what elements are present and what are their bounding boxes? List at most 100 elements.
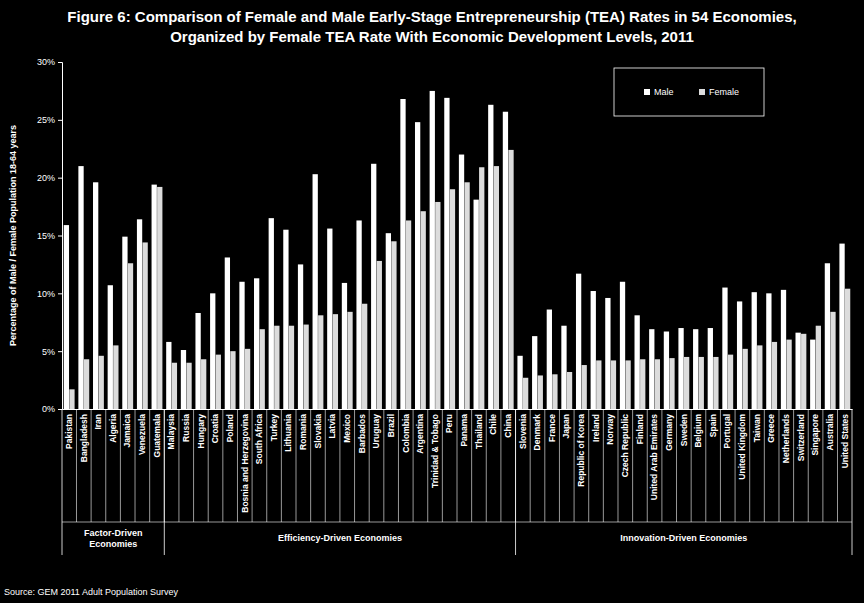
bar bbox=[503, 112, 508, 409]
x-tick-label: Panama bbox=[459, 414, 469, 447]
x-tick: Chile bbox=[488, 409, 498, 435]
x-tick: Germany bbox=[664, 409, 674, 451]
bar bbox=[230, 351, 235, 409]
bar bbox=[810, 340, 815, 409]
x-tick-label: Pakistan bbox=[64, 414, 74, 449]
bar bbox=[669, 358, 674, 409]
bars bbox=[64, 91, 851, 409]
category-separator bbox=[617, 409, 618, 522]
bar bbox=[664, 332, 669, 409]
category-separator bbox=[705, 409, 706, 522]
category-separator bbox=[588, 409, 589, 522]
bar bbox=[708, 328, 713, 409]
x-tick-label: Lithuania bbox=[283, 414, 293, 452]
bar bbox=[435, 202, 440, 409]
bar bbox=[313, 174, 318, 409]
y-tick: 0% bbox=[42, 404, 62, 414]
bar bbox=[450, 189, 455, 409]
x-tick: Portugal bbox=[722, 409, 732, 448]
x-tick: Brazil bbox=[386, 409, 396, 437]
bar bbox=[181, 350, 186, 409]
category-separator bbox=[661, 409, 662, 522]
category-separator bbox=[720, 409, 721, 522]
table-edge bbox=[852, 409, 853, 555]
category-separator bbox=[325, 409, 326, 522]
x-tick-label: Spain bbox=[708, 414, 718, 437]
bar bbox=[269, 218, 274, 409]
x-tick-label: Chile bbox=[488, 414, 498, 435]
x-tick-label: Bosnia and Herzegovina bbox=[240, 414, 250, 513]
bar bbox=[508, 150, 513, 409]
bar bbox=[640, 359, 645, 409]
bar bbox=[333, 314, 338, 409]
bar bbox=[239, 282, 244, 409]
category-separator bbox=[398, 409, 399, 522]
x-tick: Algeria bbox=[108, 409, 118, 443]
x-tick-label: Colombia bbox=[400, 414, 410, 453]
group-label: Efficiency-Driven Economies bbox=[278, 533, 402, 543]
x-tick: Bosnia and Herzegovina bbox=[240, 409, 250, 513]
category-separator bbox=[105, 409, 106, 522]
x-tick: Ireland bbox=[591, 409, 601, 442]
legend: MaleFemale bbox=[614, 68, 764, 116]
x-tick: Singapore bbox=[810, 409, 820, 456]
x-tick: Mexico bbox=[342, 409, 352, 443]
bar bbox=[142, 242, 147, 409]
x-tick: Venezuela bbox=[137, 409, 147, 455]
bar bbox=[93, 182, 98, 409]
bar bbox=[400, 99, 405, 409]
bar bbox=[371, 164, 376, 409]
bar bbox=[757, 345, 762, 409]
bar bbox=[64, 225, 69, 409]
bar bbox=[195, 313, 200, 409]
x-tick: Uruguay bbox=[371, 409, 381, 448]
bar bbox=[377, 261, 382, 409]
x-tick: Slovenia bbox=[518, 409, 528, 449]
bar bbox=[245, 349, 250, 409]
legend-label: Female bbox=[709, 87, 739, 97]
bar bbox=[113, 345, 118, 409]
bar bbox=[845, 289, 850, 409]
legend-swatch bbox=[699, 89, 705, 95]
title: Figure 6: Comparison of Female and Male … bbox=[67, 8, 796, 45]
x-tick-label: China bbox=[503, 414, 513, 438]
x-tick: Japan bbox=[561, 409, 571, 439]
y-tick-mark bbox=[58, 62, 62, 63]
category-separator bbox=[149, 409, 150, 522]
x-tick-label: United Kingdom bbox=[737, 414, 747, 480]
bar bbox=[532, 336, 537, 409]
bar bbox=[225, 257, 230, 409]
bar bbox=[795, 333, 800, 409]
x-tick-label: Uruguay bbox=[371, 414, 381, 449]
y-tick-label: 15% bbox=[37, 231, 55, 241]
bar bbox=[260, 329, 265, 409]
bar bbox=[781, 290, 786, 409]
x-tick: Iran bbox=[93, 409, 103, 430]
bar bbox=[69, 389, 74, 409]
x-tick: Pakistan bbox=[64, 409, 74, 449]
bar bbox=[567, 372, 572, 409]
bar bbox=[752, 292, 757, 409]
bar bbox=[766, 293, 771, 409]
x-tick: Romania bbox=[298, 409, 308, 450]
category-separator bbox=[457, 409, 458, 522]
group-label-line: Efficiency-Driven Economies bbox=[278, 533, 402, 543]
x-tick: Sweden bbox=[679, 409, 689, 446]
x-tick-label: Iran bbox=[93, 414, 103, 430]
bar bbox=[421, 211, 426, 409]
x-tick-label: Mexico bbox=[342, 414, 352, 443]
category-grid bbox=[62, 409, 852, 555]
bar bbox=[611, 360, 616, 409]
x-tick-label: Algeria bbox=[108, 414, 118, 443]
bar bbox=[552, 374, 557, 409]
x-tick-label: Republic of Korea bbox=[576, 414, 586, 487]
x-tick-label: Malaysia bbox=[166, 414, 176, 450]
bar bbox=[699, 357, 704, 409]
category-separator bbox=[837, 409, 838, 522]
category-separator bbox=[735, 409, 736, 522]
bar bbox=[254, 278, 259, 409]
category-separator bbox=[822, 409, 823, 522]
bar bbox=[99, 356, 104, 409]
plot: 0%5%10%15%20%25%30%PakistanBangladeshIra… bbox=[37, 57, 853, 555]
bar bbox=[596, 360, 601, 409]
